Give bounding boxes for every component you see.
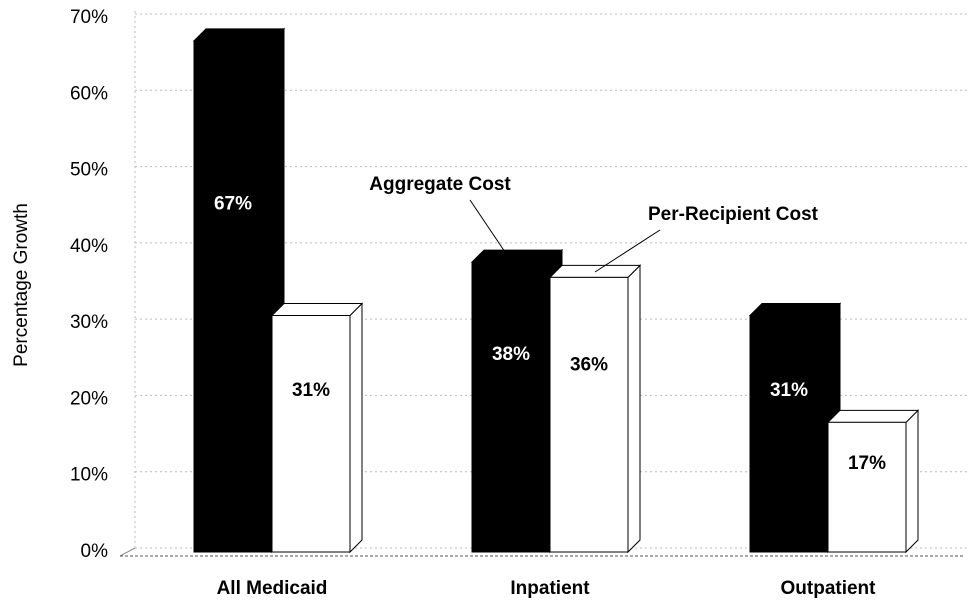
x-tick-label: All Medicaid (217, 578, 328, 599)
y-tick-label: 30% (70, 312, 108, 333)
legend-label: Aggregate Cost (369, 174, 511, 195)
bar-side (905, 409, 919, 554)
y-tick-label: 70% (70, 7, 108, 28)
bar-top (470, 249, 564, 263)
y-tick-label: 10% (70, 465, 108, 486)
x-tick-label: Outpatient (781, 578, 877, 599)
data-label: 31% (770, 380, 808, 401)
bar-top (826, 409, 920, 423)
data-label: 67% (214, 193, 252, 214)
bar (549, 276, 629, 553)
bar (271, 315, 351, 553)
bar-top (192, 28, 286, 42)
y-tick-label: 20% (70, 388, 108, 409)
bar (827, 421, 907, 553)
data-label: 31% (292, 380, 330, 401)
data-label: 36% (570, 354, 608, 375)
bar-top (270, 303, 364, 317)
bar-side (349, 302, 363, 554)
y-tick-label: 60% (70, 83, 108, 104)
data-label: 38% (492, 344, 530, 365)
y-tick-label: 0% (81, 541, 109, 562)
bar (471, 261, 551, 553)
legend-label: Per-Recipient Cost (648, 204, 819, 225)
data-label: 17% (848, 453, 886, 474)
y-tick-label: 50% (70, 160, 108, 181)
legend-pointer (469, 199, 506, 253)
bar-top (748, 303, 842, 317)
axis-wall (119, 547, 136, 557)
y-axis-label: Percentage Growth (11, 203, 32, 367)
y-tick-label: 40% (70, 236, 108, 257)
x-tick-label: Inpatient (510, 578, 590, 599)
bar-top (548, 264, 642, 278)
legend-pointer (594, 229, 661, 273)
bar (749, 315, 829, 553)
bar (193, 40, 273, 553)
bar-side (627, 264, 641, 554)
